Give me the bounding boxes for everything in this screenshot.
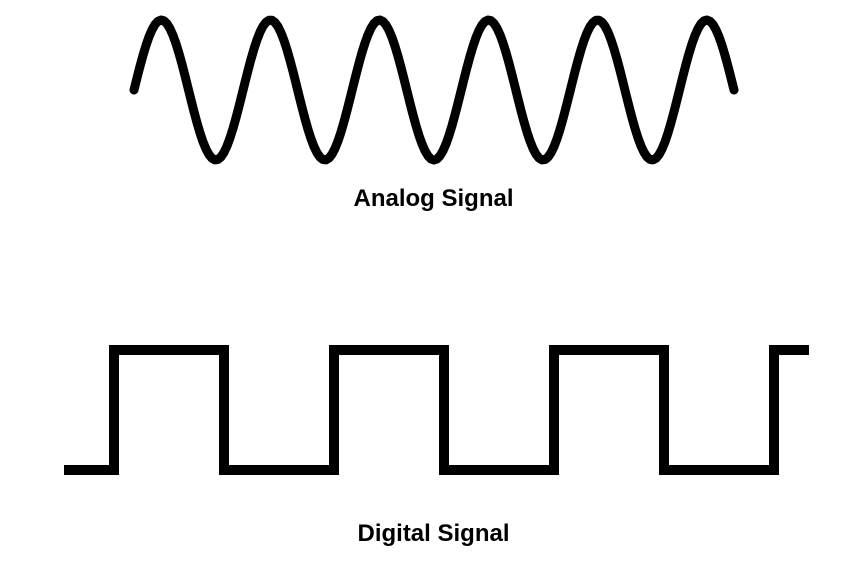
digital-panel xyxy=(0,330,867,490)
analog-wave xyxy=(124,10,744,170)
digital-label: Digital Signal xyxy=(357,520,509,547)
analog-label-wrap: Analog Signal xyxy=(0,185,867,213)
analog-label: Analog Signal xyxy=(353,185,513,212)
signal-diagram: { "analog": { "type": "line", "label": "… xyxy=(0,0,867,575)
digital-wave xyxy=(54,330,814,490)
analog-panel xyxy=(0,10,867,170)
digital-label-wrap: Digital Signal xyxy=(0,520,867,548)
